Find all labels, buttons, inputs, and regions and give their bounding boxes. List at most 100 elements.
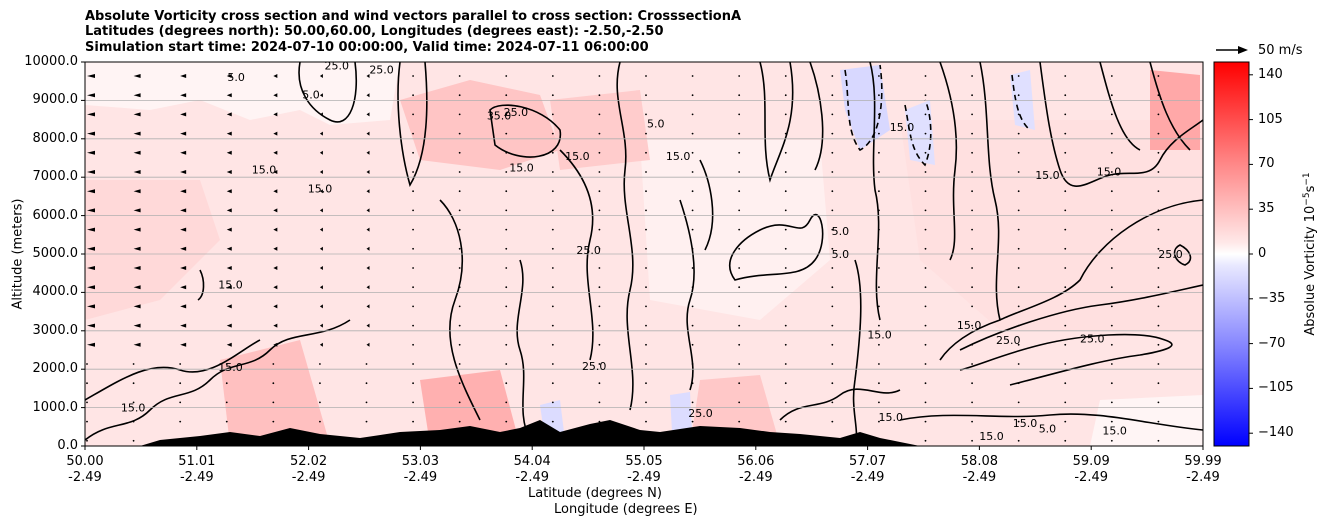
wind-vector (551, 420, 554, 423)
wind-vector (1157, 363, 1160, 365)
wind-vector (645, 305, 647, 308)
wind-vector (598, 209, 601, 212)
wind-vector (971, 171, 973, 173)
wind-vector (738, 94, 741, 97)
contour-label: 15.0 (252, 163, 277, 176)
wind-vector (133, 342, 141, 347)
wind-vector (273, 227, 278, 232)
wind-vector (645, 228, 647, 231)
wind-vector (598, 247, 601, 250)
wind-vector (1017, 267, 1020, 269)
wind-vector (738, 190, 741, 193)
wind-vector (132, 439, 135, 442)
wind-vector (971, 267, 973, 269)
wind-vector (738, 113, 741, 116)
wind-vector (598, 190, 601, 193)
wind-vector (86, 420, 88, 423)
wind-vector (366, 74, 370, 78)
x-tick-longitude: -2.49 (403, 470, 438, 485)
wind-vector (784, 113, 787, 116)
wind-vector (1017, 228, 1020, 231)
wind-vector (691, 305, 694, 308)
contour-line (869, 62, 881, 321)
wind-vector (831, 132, 834, 135)
wind-vector (691, 228, 694, 231)
contour-label: 15.0 (121, 401, 146, 414)
x-tick-latitude: 59.99 (1184, 454, 1222, 469)
wind-vector (784, 209, 787, 212)
wind-vector (878, 363, 880, 365)
negative-contour-line (1011, 74, 1031, 131)
contour-label: 5.0 (227, 71, 245, 84)
wind-vector (458, 190, 461, 193)
wind-vector (1110, 94, 1113, 97)
wind-vector (598, 324, 601, 327)
wind-vector (1064, 286, 1067, 289)
wind-vector (226, 93, 232, 98)
wind-vector (1157, 324, 1160, 327)
wind-vector (551, 228, 554, 231)
contour-line (616, 62, 634, 411)
wind-vector (924, 151, 927, 154)
wind-vector (691, 401, 694, 404)
wind-vector (598, 401, 601, 404)
x-tick-label: 55.05 -2.49 (609, 454, 679, 486)
wind-vector (225, 363, 228, 365)
wind-vector (412, 382, 414, 385)
wind-vector (551, 267, 554, 269)
wind-vector (412, 420, 414, 423)
colorbar-label: Absolue Vorticity 10−5s−1 (1302, 172, 1318, 335)
wind-vector (273, 342, 278, 347)
wind-vector (180, 170, 187, 174)
contour-label: 15.0 (879, 411, 904, 424)
high-vorticity-region (220, 340, 330, 445)
wind-vector (971, 363, 973, 365)
contour-label: 35.0 (487, 110, 512, 123)
wind-vector (319, 189, 323, 194)
wind-vector (551, 324, 554, 327)
colorbar-label-exponent: −5 (1301, 192, 1312, 206)
wind-vector (878, 267, 880, 269)
wind-vector (86, 401, 88, 404)
wind-vector (505, 343, 508, 346)
wind-vector (273, 246, 278, 251)
wind-vector (691, 209, 694, 212)
wind-vector (133, 150, 141, 155)
wind-vector (180, 93, 187, 98)
wind-vector (691, 343, 694, 346)
wind-vector (1064, 420, 1067, 423)
wind-vector (319, 382, 321, 385)
wind-vector (226, 323, 232, 328)
wind-vector (924, 171, 927, 173)
wind-vector (365, 363, 368, 365)
wind-vector (1110, 305, 1113, 308)
wind-vector (505, 420, 508, 423)
low-vorticity-region (640, 140, 830, 320)
wind-vector (412, 190, 414, 193)
wind-vector (878, 305, 880, 308)
wind-vector (412, 75, 414, 77)
negative-contour-line (844, 64, 883, 152)
wind-vector (226, 112, 232, 117)
wind-vector (831, 171, 834, 173)
wind-vector (691, 324, 694, 327)
wind-vector (505, 363, 508, 365)
contour-label: 25.0 (325, 60, 350, 73)
x-tick-latitude: 59.09 (1072, 454, 1110, 469)
wind-vector (87, 74, 95, 78)
wind-vector (133, 112, 141, 117)
wind-vector (366, 323, 370, 328)
wind-vector (598, 286, 601, 289)
contour-label: 15.0 (565, 150, 590, 163)
wind-vector (784, 420, 787, 423)
x-tick-longitude: -2.49 (962, 470, 997, 485)
y-tick-label: 2000.0 (32, 361, 79, 377)
wind-vector (1017, 343, 1020, 346)
wind-vector (319, 131, 323, 136)
wind-vector (225, 420, 228, 423)
wind-vector (1157, 75, 1160, 77)
wind-vector (598, 75, 601, 77)
wind-vector (598, 113, 601, 116)
wind-vector (180, 189, 187, 194)
wind-vector (691, 113, 694, 116)
